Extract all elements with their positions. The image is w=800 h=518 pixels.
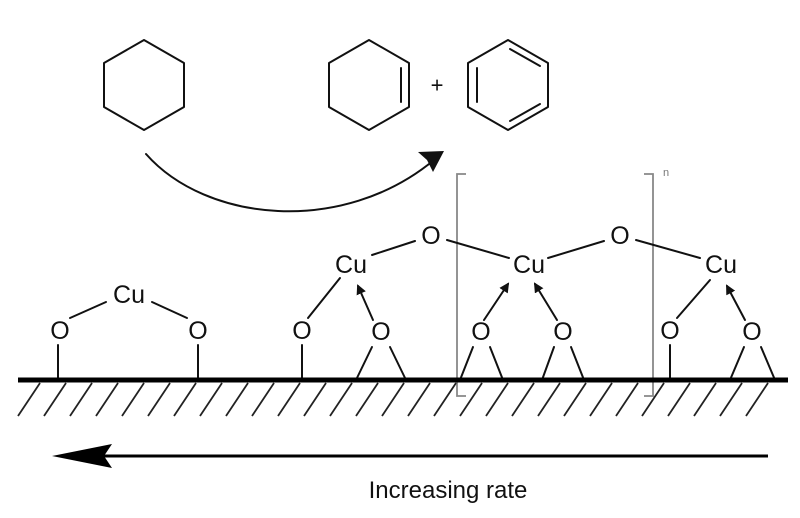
plus-sign: + — [431, 73, 444, 98]
hatch-mark — [641, 382, 665, 417]
atom-o-epoxide-1: O — [371, 318, 390, 346]
atom-o-surface-2: O — [660, 317, 679, 345]
atom-o-epoxide-2: O — [471, 318, 490, 346]
hatch-mark — [69, 382, 93, 417]
hatch-mark — [563, 382, 587, 417]
hatch-mark — [511, 382, 535, 417]
hatch-mark — [615, 382, 639, 417]
atom-o-bridge-2: O — [610, 222, 629, 250]
hatch-mark — [433, 382, 457, 417]
hatch-mark — [355, 382, 379, 417]
hatch-mark — [745, 382, 769, 417]
reaction-arrow-head — [418, 151, 444, 172]
hatch-mark — [485, 382, 509, 417]
hatch-mark — [95, 382, 119, 417]
reaction-arrow — [145, 153, 435, 213]
atom-cu-chain-3: Cu — [705, 251, 737, 279]
atom-o-bridge-1: O — [421, 222, 440, 250]
rate-caption: Increasing rate — [369, 477, 528, 504]
rate-arrow-head — [52, 444, 112, 468]
hatch-mark — [537, 382, 561, 417]
hatch-mark — [303, 382, 327, 417]
hatch-mark — [693, 382, 717, 417]
hatch-mark — [459, 382, 483, 417]
hatch-mark — [121, 382, 145, 417]
hatch-mark — [407, 382, 431, 417]
hatch-mark — [17, 382, 41, 417]
hatch-mark — [329, 382, 353, 417]
isolated-site-bonds — [57, 301, 199, 380]
surface-hatching — [17, 382, 769, 417]
hatch-mark — [381, 382, 405, 417]
atom-o-epoxide-3: O — [553, 318, 572, 346]
atom-cu-chain-1: Cu — [335, 251, 367, 279]
atom-o-isolated-right: O — [188, 317, 207, 345]
hatch-mark — [147, 382, 171, 417]
cyclohexane-ring — [103, 39, 185, 131]
chain-bonds — [301, 239, 776, 381]
benzene-ring — [467, 39, 549, 131]
atom-o-isolated-left: O — [50, 317, 69, 345]
hatch-mark — [43, 382, 67, 417]
hatch-mark — [719, 382, 743, 417]
atom-o-surface-1: O — [292, 317, 311, 345]
atom-o-epoxide-4: O — [742, 318, 761, 346]
hatch-mark — [277, 382, 301, 417]
hatch-mark — [667, 382, 691, 417]
hatch-mark — [589, 382, 613, 417]
hatch-mark — [251, 382, 275, 417]
polymer-bracket — [456, 173, 654, 397]
hatch-mark — [225, 382, 249, 417]
atom-cu-isolated: Cu — [113, 281, 145, 309]
cyclohexene-ring — [328, 39, 410, 131]
bracket-subscript: n — [663, 167, 669, 179]
hatch-mark — [199, 382, 223, 417]
atom-cu-chain-2: Cu — [513, 251, 545, 279]
hatch-mark — [173, 382, 197, 417]
